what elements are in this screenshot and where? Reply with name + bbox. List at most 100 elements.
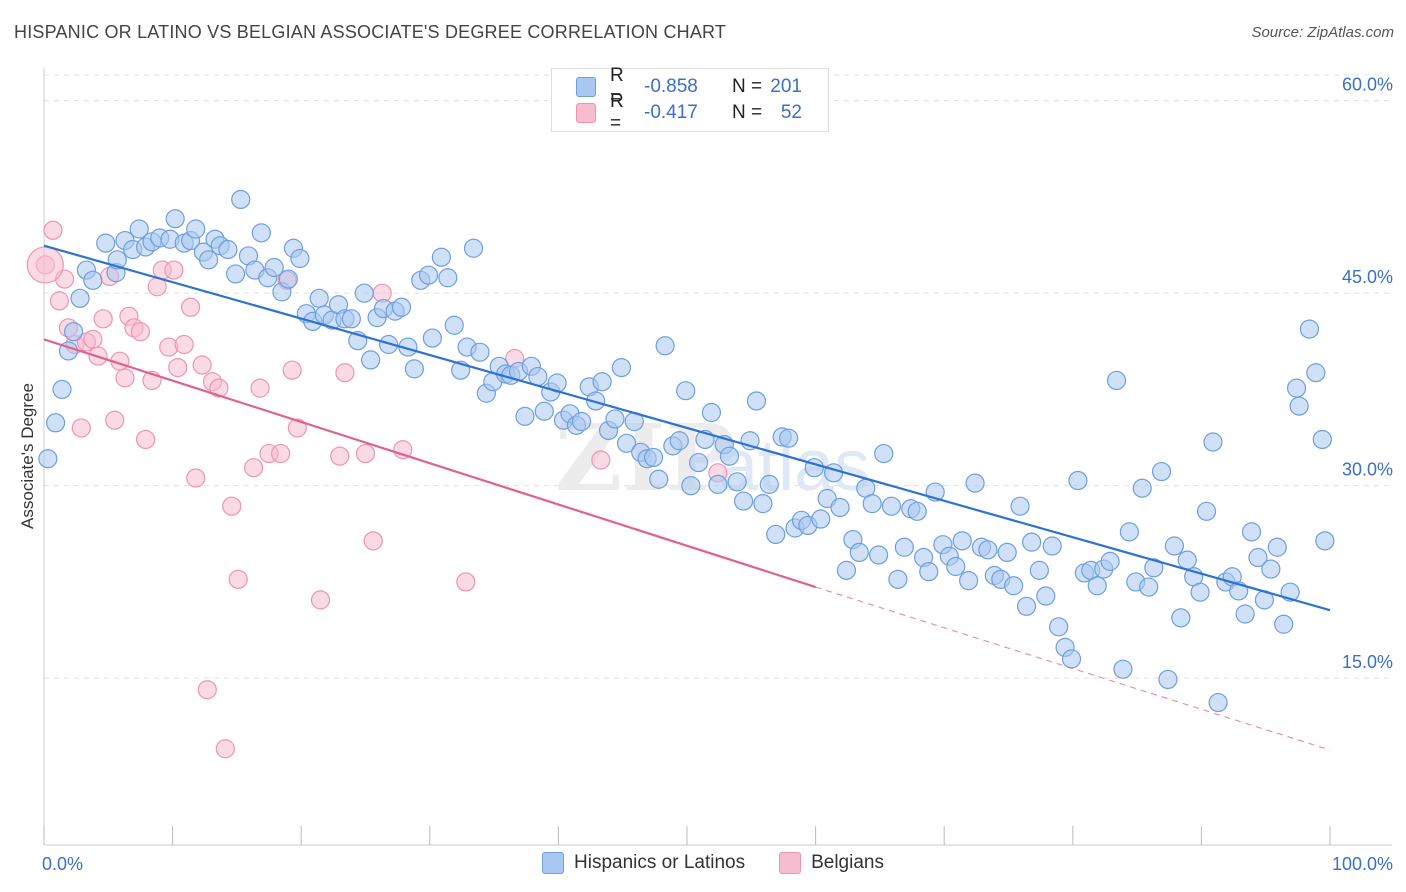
hispanics-point (688, 452, 709, 473)
x-tick-label: 0.0% (42, 854, 83, 874)
n-label: N = (732, 76, 763, 97)
belgians-legend-label: Belgians (811, 852, 884, 873)
hispanics-point (422, 328, 442, 348)
hispanics-point (83, 270, 103, 290)
belgians-point (228, 569, 248, 589)
belgians-point (115, 368, 135, 388)
hispanics-point (278, 269, 298, 289)
hispanics-point (655, 336, 675, 356)
belgians-point (250, 378, 270, 398)
hispanics-point (1164, 536, 1184, 556)
r-value: -0.858 (644, 76, 698, 97)
series-legend: Hispanics or Latinos Belgians (542, 852, 918, 874)
hispanics-point (1042, 536, 1062, 556)
belgians-swatch (576, 103, 596, 123)
hispanics-point (643, 447, 664, 468)
belgians-point (83, 329, 103, 349)
belgians-point (49, 291, 70, 311)
belgians-point (222, 496, 242, 516)
n-label: N = (732, 102, 763, 123)
hispanics-point (1087, 576, 1107, 596)
hispanics-point (1248, 547, 1268, 568)
hispanics-point (361, 350, 381, 370)
hispanics-point (38, 449, 58, 469)
source-label: Source: ZipAtlas.com (1251, 24, 1394, 41)
belgians-point (43, 220, 63, 240)
hispanics-point (226, 264, 246, 284)
legend-row-belgians: R = -0.417 N = 52 (576, 91, 802, 134)
hispanics-point (811, 509, 831, 529)
hispanics-point (952, 531, 972, 551)
hispanics-point (862, 494, 882, 514)
hispanics-point (463, 238, 484, 258)
hispanics-point (1004, 576, 1024, 596)
hispanics-point (264, 257, 284, 278)
hispanics-point (649, 469, 669, 489)
y-tick-label: 45.0% (1342, 267, 1393, 287)
hispanics-point (727, 472, 747, 492)
hispanics-point (1151, 461, 1172, 482)
hispanics-point (515, 406, 535, 426)
hispanics-point (1119, 522, 1139, 542)
legend-item-hispanics[interactable]: Hispanics or Latinos (542, 852, 745, 874)
hispanics-point (1299, 319, 1320, 339)
belgians-trend-line (43, 338, 816, 589)
hispanics-point (733, 491, 754, 511)
hispanics-point (605, 409, 625, 429)
hispanics-point (759, 474, 779, 494)
belgians-point (130, 322, 151, 342)
hispanics-point (1241, 522, 1262, 542)
hispanics-point (746, 391, 767, 411)
belgians-point (209, 378, 229, 398)
belgians-point (282, 360, 302, 380)
hispanics-point (1289, 396, 1309, 416)
hispanics-point (881, 496, 902, 516)
hispanics-point (836, 560, 857, 580)
hispanics-point (1267, 537, 1287, 557)
hispanics-point (438, 268, 458, 288)
legend-item-belgians[interactable]: Belgians (779, 852, 884, 874)
legend-row-hispanics: R = -0.858 N = 201 (576, 65, 802, 108)
belgians-point (164, 260, 184, 280)
belgians-point (135, 429, 156, 450)
hispanics-point (1312, 429, 1332, 450)
r-label: R = (610, 65, 624, 108)
belgians-point (71, 418, 91, 438)
hispanics-point (1315, 531, 1335, 551)
hispanics-point (218, 239, 238, 260)
hispanics-point (1100, 551, 1120, 571)
hispanics-point (199, 250, 219, 270)
n-value: 52 (780, 102, 802, 123)
belgians-point (244, 458, 264, 478)
hispanics-trend-line (43, 244, 1331, 612)
y-tick-label: 30.0% (1342, 460, 1393, 480)
hispanics-point (63, 322, 84, 342)
hispanics-point (849, 542, 869, 563)
hispanics-point (1106, 370, 1127, 391)
hispanics-point (830, 497, 850, 518)
hispanics-point (231, 189, 251, 210)
hispanics-point (701, 402, 722, 423)
belgians-point (591, 450, 611, 470)
hispanics-point (431, 247, 451, 267)
hispanics-point (1139, 577, 1159, 597)
hispanics-point (165, 209, 185, 229)
hispanics-point (766, 524, 786, 545)
hispanics-point (534, 401, 554, 421)
hispanics-point (1061, 649, 1082, 669)
hispanics-point (251, 223, 271, 243)
belgians-point (287, 418, 307, 438)
hispanics-point (1203, 432, 1223, 452)
hispanics-point (592, 372, 612, 392)
belgians-point (174, 334, 194, 355)
hispanics-point (1286, 378, 1307, 398)
y-axis-label: Associate's Degree (18, 383, 37, 529)
n-value: 201 (770, 76, 802, 97)
hispanics-point (1010, 496, 1030, 516)
hispanics-point (444, 315, 464, 335)
hispanics-point (1068, 470, 1088, 491)
hispanics-point (959, 571, 979, 591)
hispanics-point (470, 342, 490, 362)
hispanics-point (1132, 478, 1152, 498)
